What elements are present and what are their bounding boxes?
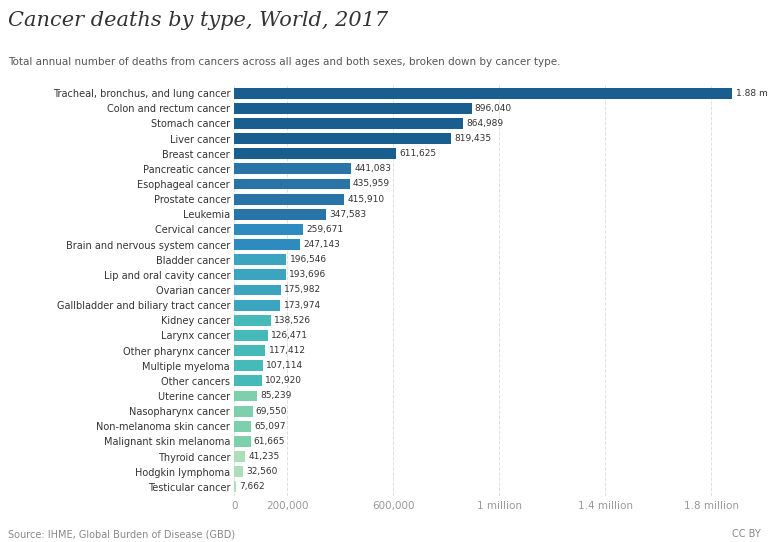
Bar: [234, 345, 266, 356]
Bar: [234, 285, 281, 295]
Bar: [234, 376, 262, 386]
Bar: [234, 315, 271, 326]
Text: 107,114: 107,114: [266, 361, 303, 370]
Text: 435,959: 435,959: [353, 179, 390, 189]
Bar: [234, 103, 472, 114]
Bar: [234, 391, 257, 402]
Text: 126,471: 126,471: [271, 331, 308, 340]
Bar: [234, 300, 280, 311]
Bar: [234, 254, 286, 265]
Bar: [234, 405, 253, 417]
Bar: [234, 360, 263, 371]
Text: 896,040: 896,040: [475, 104, 512, 113]
Text: 415,910: 415,910: [348, 195, 385, 204]
Text: Our World: Our World: [679, 26, 739, 36]
Bar: [234, 451, 245, 462]
Bar: [234, 269, 286, 280]
Bar: [234, 209, 326, 220]
Text: 69,550: 69,550: [256, 406, 287, 416]
Bar: [234, 436, 250, 447]
Text: 193,696: 193,696: [289, 270, 326, 279]
Text: 864,989: 864,989: [467, 119, 504, 128]
Text: 819,435: 819,435: [455, 134, 492, 143]
Bar: [234, 466, 243, 477]
Text: 175,982: 175,982: [284, 286, 321, 294]
Text: 117,412: 117,412: [269, 346, 306, 355]
Bar: [234, 133, 452, 144]
Bar: [234, 330, 268, 341]
Text: 173,974: 173,974: [283, 301, 321, 309]
Bar: [234, 224, 303, 235]
Bar: [234, 148, 396, 159]
Bar: [234, 239, 300, 250]
Bar: [234, 481, 237, 492]
Text: 65,097: 65,097: [255, 422, 286, 431]
Text: 32,560: 32,560: [246, 467, 277, 476]
Text: 611,625: 611,625: [399, 149, 436, 158]
Text: Source: IHME, Global Burden of Disease (GBD): Source: IHME, Global Burden of Disease (…: [8, 530, 235, 539]
Text: 259,671: 259,671: [306, 225, 343, 234]
Bar: [234, 421, 251, 432]
Text: 85,239: 85,239: [260, 391, 291, 401]
Bar: [234, 163, 351, 175]
Text: 61,665: 61,665: [253, 437, 285, 446]
Bar: [234, 193, 344, 204]
Text: Total annual number of deaths from cancers across all ages and both sexes, broke: Total annual number of deaths from cance…: [8, 57, 560, 67]
Text: 102,920: 102,920: [265, 376, 302, 385]
Text: in Data: in Data: [687, 49, 730, 59]
Bar: [234, 118, 463, 129]
Text: 196,546: 196,546: [290, 255, 326, 264]
Text: CC BY: CC BY: [732, 530, 760, 539]
Text: 7,662: 7,662: [240, 482, 265, 492]
Bar: [234, 178, 349, 189]
Text: 247,143: 247,143: [303, 240, 339, 249]
Text: 41,235: 41,235: [248, 452, 280, 461]
Text: 441,083: 441,083: [354, 164, 391, 173]
Text: 1.88 million: 1.88 million: [736, 88, 768, 98]
Bar: [234, 88, 733, 99]
Text: Cancer deaths by type, World, 2017: Cancer deaths by type, World, 2017: [8, 11, 388, 30]
Text: 138,526: 138,526: [274, 316, 311, 325]
Text: 347,583: 347,583: [329, 210, 366, 219]
